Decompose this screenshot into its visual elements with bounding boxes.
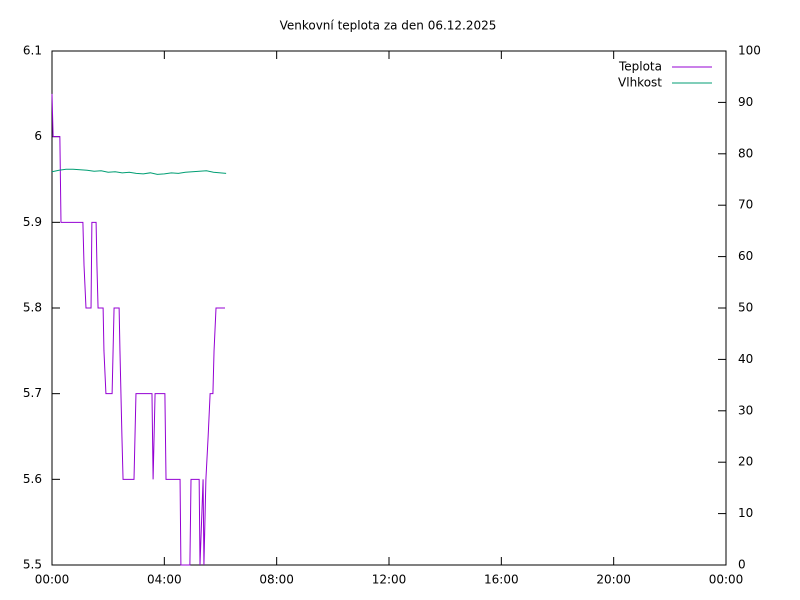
x-tick-label: 08:00 — [259, 573, 294, 587]
y2-tick-label: 80 — [738, 146, 753, 160]
x-tick-label: 04:00 — [147, 573, 182, 587]
y2-tick-label: 100 — [738, 44, 761, 58]
x-tick-label: 00:00 — [709, 573, 744, 587]
y2-tick-label: 10 — [738, 506, 753, 520]
y-tick-label: 5.7 — [23, 386, 42, 400]
y2-tick-label: 50 — [738, 301, 753, 315]
y-tick-label: 5.8 — [23, 301, 42, 315]
y2-tick-label: 60 — [738, 249, 753, 263]
y2-tick-label: 30 — [738, 403, 753, 417]
y2-tick-label: 20 — [738, 455, 753, 469]
y2-tick-label: 70 — [738, 198, 753, 212]
chart-title: Venkovní teplota za den 06.12.2025 — [280, 19, 497, 33]
series-line — [51, 93, 225, 566]
y2-tick-label: 0 — [738, 558, 746, 572]
y2-tick-label: 90 — [738, 95, 753, 109]
y-tick-label: 5.9 — [23, 215, 42, 229]
x-tick-label: 16:00 — [484, 573, 519, 587]
x-tick-label: 00:00 — [35, 573, 70, 587]
y-tick-label: 6 — [34, 129, 42, 143]
legend-label: Vlhkost — [618, 76, 662, 90]
x-tick-label: 20:00 — [596, 573, 631, 587]
y-tick-label: 5.5 — [23, 558, 42, 572]
y-tick-label: 5.6 — [23, 472, 42, 486]
plot-frame — [51, 50, 727, 566]
series-line — [51, 168, 227, 175]
x-tick-label: 12:00 — [372, 573, 407, 587]
y2-tick-label: 40 — [738, 352, 753, 366]
y-tick-label: 6.1 — [23, 44, 42, 58]
legend-label: Teplota — [618, 60, 662, 74]
